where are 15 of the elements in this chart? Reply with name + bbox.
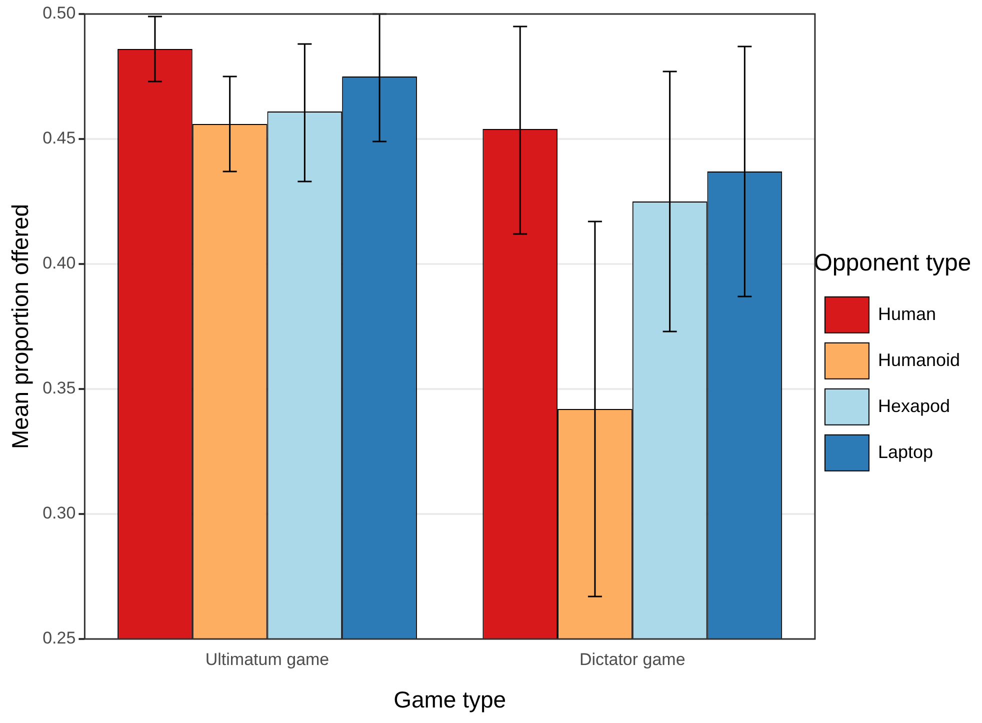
y-tick-label: 0.50 (42, 4, 76, 23)
y-axis-title: Mean proportion offered (7, 204, 34, 450)
legend-label: Human (878, 304, 936, 324)
y-tick-label: 0.25 (42, 628, 76, 648)
legend-label: Laptop (878, 442, 934, 462)
x-tick-label: Dictator game (579, 650, 686, 669)
y-tick-label: 0.30 (42, 504, 76, 523)
legend-label: Hexapod (878, 396, 950, 416)
y-tick-label: 0.45 (42, 128, 76, 148)
legend-label: Humanoid (878, 350, 960, 370)
x-tick-label: Ultimatum game (205, 650, 330, 669)
y-tick-label: 0.35 (42, 378, 76, 398)
y-tick-label: 0.40 (42, 254, 76, 273)
x-axis-title: Game type (394, 686, 506, 713)
legend-title: Opponent type (814, 250, 972, 277)
